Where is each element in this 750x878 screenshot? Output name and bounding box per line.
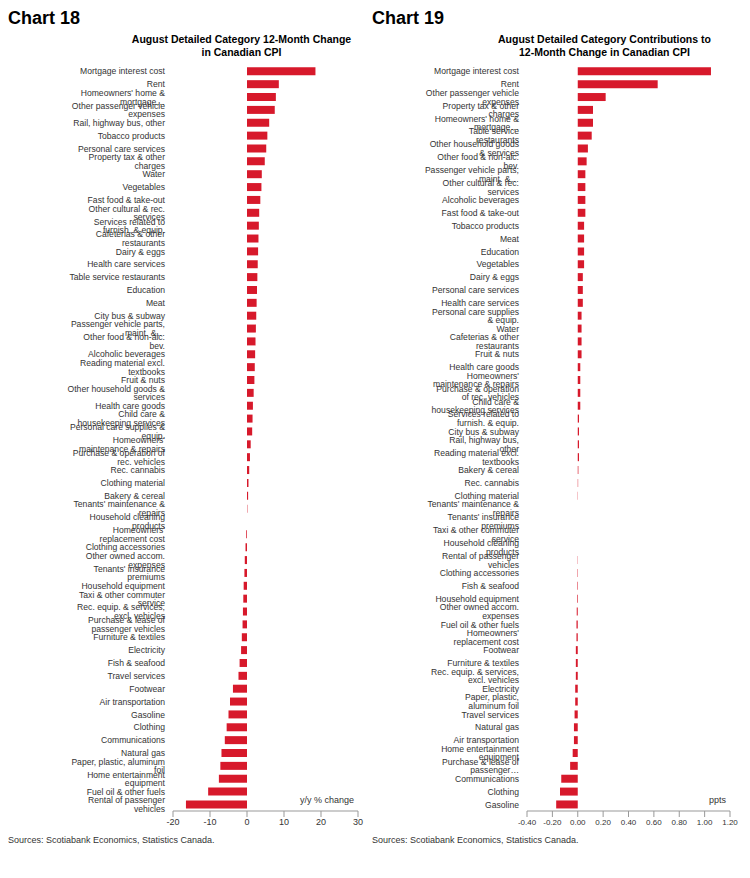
svg-text:0.00: 0.00 bbox=[570, 818, 586, 827]
svg-text:0.80: 0.80 bbox=[671, 818, 687, 827]
svg-text:Furniture & textiles: Furniture & textiles bbox=[93, 632, 165, 642]
svg-text:-0.20: -0.20 bbox=[543, 818, 562, 827]
svg-text:Homeowners'replacement cost: Homeowners'replacement cost bbox=[100, 525, 166, 544]
svg-text:-0.40: -0.40 bbox=[518, 818, 537, 827]
svg-text:Gasoline: Gasoline bbox=[485, 800, 519, 810]
svg-text:Table service restaurants: Table service restaurants bbox=[69, 272, 165, 282]
svg-text:Bakery & cereal: Bakery & cereal bbox=[458, 465, 519, 475]
svg-text:Gasoline: Gasoline bbox=[131, 710, 165, 720]
svg-text:0.60: 0.60 bbox=[646, 818, 662, 827]
svg-text:Communications: Communications bbox=[455, 774, 519, 784]
svg-text:Other household goods &service: Other household goods &services bbox=[68, 384, 166, 403]
svg-text:Travel services: Travel services bbox=[108, 671, 165, 681]
svg-text:1.00: 1.00 bbox=[697, 818, 713, 827]
svg-text:Paper, plastic,aluminum foil: Paper, plastic,aluminum foil bbox=[465, 692, 519, 711]
svg-text:Mortgage interest cost: Mortgage interest cost bbox=[80, 66, 166, 76]
svg-text:0.20: 0.20 bbox=[595, 818, 611, 827]
svg-text:Clothing material: Clothing material bbox=[101, 478, 166, 488]
svg-text:Travel services: Travel services bbox=[462, 710, 519, 720]
svg-text:Purchase & lease ofpassenger…: Purchase & lease ofpassenger… bbox=[442, 757, 520, 776]
svg-text:0: 0 bbox=[244, 817, 249, 827]
svg-text:Fruit & nuts: Fruit & nuts bbox=[475, 349, 519, 359]
svg-text:Services related tofurnish. &: Services related tofurnish. & equip. bbox=[448, 409, 519, 428]
svg-text:-10: -10 bbox=[203, 817, 216, 827]
svg-text:Tobacco products: Tobacco products bbox=[452, 221, 519, 231]
svg-text:Clothing: Clothing bbox=[487, 787, 519, 797]
svg-text:Home entertainmentequipment: Home entertainmentequipment bbox=[87, 770, 165, 789]
svg-text:Water: Water bbox=[142, 169, 165, 179]
svg-text:Air transportation: Air transportation bbox=[100, 697, 166, 707]
svg-text:Personal care services: Personal care services bbox=[432, 285, 519, 295]
svg-text:Homeowners'replacement cost: Homeowners'replacement cost bbox=[454, 628, 520, 647]
svg-text:Other passenger vehicleexpense: Other passenger vehicleexpenses bbox=[72, 101, 165, 120]
svg-text:Tobacco products: Tobacco products bbox=[98, 131, 165, 141]
svg-text:Fish & seafood: Fish & seafood bbox=[108, 658, 166, 668]
svg-text:Other cultural & rec.services: Other cultural & rec.services bbox=[443, 178, 519, 197]
svg-text:Meat: Meat bbox=[500, 234, 520, 244]
svg-text:Clothing accessories: Clothing accessories bbox=[440, 568, 519, 578]
svg-text:Rail, highway bus, other: Rail, highway bus, other bbox=[73, 118, 165, 128]
svg-text:30: 30 bbox=[353, 817, 363, 827]
svg-text:Dairy & eggs: Dairy & eggs bbox=[116, 247, 165, 257]
svg-text:Education: Education bbox=[481, 247, 519, 257]
svg-text:Clothing: Clothing bbox=[133, 722, 165, 732]
svg-text:Other owned accom.expenses: Other owned accom.expenses bbox=[440, 602, 519, 621]
svg-text:Other food & non-alc.bev.: Other food & non-alc.bev. bbox=[83, 332, 165, 351]
svg-text:Personal care supplies& equip.: Personal care supplies& equip. bbox=[432, 307, 519, 326]
svg-text:20: 20 bbox=[316, 817, 326, 827]
svg-text:0.40: 0.40 bbox=[621, 818, 637, 827]
svg-text:Footwear: Footwear bbox=[129, 684, 165, 694]
svg-text:Fast food & take-out: Fast food & take-out bbox=[442, 208, 520, 218]
svg-text:Rental of passengervehicles: Rental of passengervehicles bbox=[88, 795, 165, 814]
svg-text:Footwear: Footwear bbox=[483, 645, 519, 655]
svg-text:Mortgage interest cost: Mortgage interest cost bbox=[434, 66, 520, 76]
svg-text:Purchase & operation ofrec. ve: Purchase & operation ofrec. vehicles bbox=[73, 448, 166, 467]
svg-text:Property tax & othercharges: Property tax & othercharges bbox=[89, 152, 166, 171]
svg-text:Tenants' insurancepremiums: Tenants' insurancepremiums bbox=[94, 564, 166, 583]
svg-text:Rec. cannabis: Rec. cannabis bbox=[465, 478, 519, 488]
svg-text:Natural gas: Natural gas bbox=[475, 722, 519, 732]
svg-text:Reading material excl.textbook: Reading material excl.textbooks bbox=[80, 358, 165, 377]
svg-text:Rec. equip. & services,excl. v: Rec. equip. & services,excl. vehicles bbox=[431, 667, 519, 686]
svg-text:Education: Education bbox=[127, 285, 165, 295]
svg-text:-20: -20 bbox=[166, 817, 179, 827]
svg-text:Rec. cannabis: Rec. cannabis bbox=[111, 465, 165, 475]
svg-text:Cafeterias & otherrestaurants: Cafeterias & otherrestaurants bbox=[450, 332, 519, 351]
svg-text:10: 10 bbox=[279, 817, 289, 827]
svg-text:Health care services: Health care services bbox=[87, 259, 165, 269]
svg-text:Reading material excl.textbook: Reading material excl.textbooks bbox=[434, 448, 519, 467]
svg-text:Alcoholic beverages: Alcoholic beverages bbox=[442, 195, 519, 205]
svg-text:Fish & seafood: Fish & seafood bbox=[462, 581, 520, 591]
svg-text:Purchase & lease ofpassenger v: Purchase & lease ofpassenger vehicles bbox=[88, 615, 166, 634]
svg-text:Vegetables: Vegetables bbox=[122, 182, 165, 192]
svg-text:Electricity: Electricity bbox=[128, 645, 165, 655]
svg-text:Meat: Meat bbox=[146, 298, 166, 308]
svg-text:Vegetables: Vegetables bbox=[476, 259, 519, 269]
svg-text:1.20: 1.20 bbox=[722, 818, 738, 827]
svg-text:Cafeterias & otherrestaurants: Cafeterias & otherrestaurants bbox=[96, 229, 165, 248]
svg-text:Dairy & eggs: Dairy & eggs bbox=[470, 272, 519, 282]
svg-text:Communications: Communications bbox=[101, 735, 165, 745]
svg-text:Rental of passengervehicles: Rental of passengervehicles bbox=[442, 551, 519, 570]
